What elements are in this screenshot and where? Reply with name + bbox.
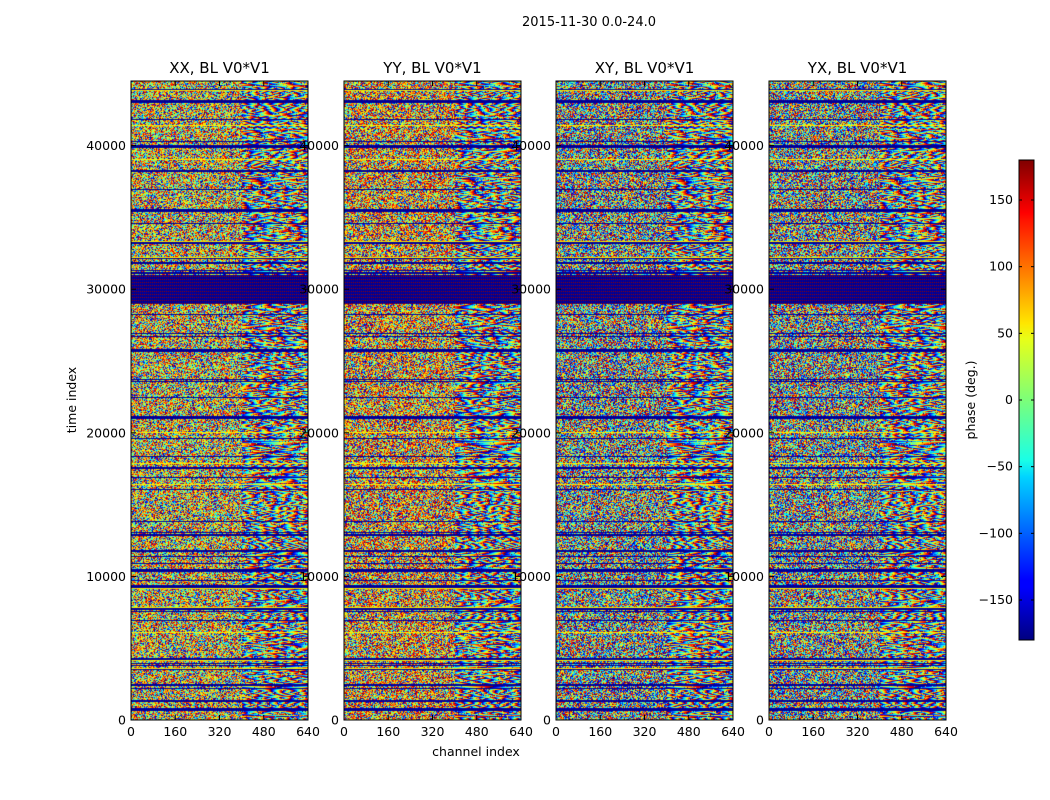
colorbar-tick-label: −100 <box>979 525 1013 540</box>
colorbar-tick-label: −150 <box>979 592 1013 607</box>
phase-heatmap-yy <box>344 81 521 720</box>
y-axis-ticks: 0 10000 20000 30000 40000 <box>86 138 308 728</box>
x-tick-label: 160 <box>376 724 400 739</box>
y-tick-label: 20000 <box>511 425 551 440</box>
y-axis-label: time index <box>64 367 79 433</box>
y-tick-label: 20000 <box>299 425 339 440</box>
colorbar-ticks: 150 100 50 0 −50 −100 −150 <box>979 192 1034 607</box>
y-tick-label: 20000 <box>724 425 764 440</box>
y-axis-ticks: 0 10000 20000 30000 40000 <box>511 138 733 728</box>
y-axis-ticks: 0 10000 20000 30000 40000 <box>724 138 946 728</box>
panel-title: XY, BL V0*V1 <box>595 59 695 77</box>
panel-title: YY, BL V0*V1 <box>382 59 481 77</box>
x-tick-label: 0 <box>552 724 560 739</box>
x-axis-ticks: 0 160 320 480 640 <box>127 81 320 739</box>
panel-yx: YX, BL V0*V1 0 160 320 480 640 0 10000 20000 30… <box>724 59 958 739</box>
x-tick-label: 640 <box>296 724 320 739</box>
x-tick-label: 640 <box>934 724 958 739</box>
figure-title: 2015-11-30 0.0-24.0 <box>522 15 656 30</box>
x-axis-ticks: 0 160 320 480 640 <box>765 81 958 739</box>
y-tick-label: 0 <box>331 713 339 728</box>
colorbar-tick-label: −50 <box>987 459 1013 474</box>
x-tick-label: 480 <box>252 724 276 739</box>
x-tick-label: 480 <box>890 724 914 739</box>
panel-yy: YY, BL V0*V1 0 160 320 480 640 0 10000 20000 30… <box>299 59 533 739</box>
y-tick-label: 10000 <box>299 569 339 584</box>
y-tick-label: 0 <box>543 713 551 728</box>
x-tick-label: 0 <box>340 724 348 739</box>
x-tick-label: 320 <box>633 724 657 739</box>
x-tick-label: 160 <box>801 724 825 739</box>
y-tick-label: 40000 <box>724 138 764 153</box>
y-tick-label: 0 <box>756 713 764 728</box>
colorbar-label: phase (deg.) <box>963 361 978 440</box>
phase-heatmap-yx <box>769 81 946 720</box>
panel-title: YX, BL V0*V1 <box>807 59 908 77</box>
y-tick-label: 40000 <box>86 138 126 153</box>
x-tick-label: 320 <box>208 724 232 739</box>
x-axis-ticks: 0 160 320 480 640 <box>552 81 745 739</box>
colorbar-tick-label: 0 <box>1005 392 1013 407</box>
y-tick-label: 30000 <box>86 282 126 297</box>
y-tick-label: 10000 <box>724 569 764 584</box>
colorbar-tick-label: 100 <box>989 259 1013 274</box>
x-tick-label: 160 <box>163 724 187 739</box>
x-tick-label: 480 <box>677 724 701 739</box>
x-tick-label: 480 <box>465 724 489 739</box>
panel-title: XX, BL V0*V1 <box>169 59 270 77</box>
x-tick-label: 160 <box>588 724 612 739</box>
x-axis-ticks: 0 160 320 480 640 <box>340 81 533 739</box>
colorbar: 150 100 50 0 −50 −100 −150 phase (deg.) <box>963 159 1035 641</box>
y-tick-label: 20000 <box>86 425 126 440</box>
x-tick-label: 320 <box>846 724 870 739</box>
y-tick-label: 0 <box>118 713 126 728</box>
y-tick-label: 40000 <box>511 138 551 153</box>
x-tick-label: 0 <box>127 724 135 739</box>
y-tick-label: 40000 <box>299 138 339 153</box>
x-tick-label: 320 <box>421 724 445 739</box>
x-tick-label: 0 <box>765 724 773 739</box>
y-tick-label: 30000 <box>511 282 551 297</box>
y-tick-label: 10000 <box>86 569 126 584</box>
panel-xx: XX, BL V0*V1 0 160 320 480 640 0 10000 20000 30… <box>86 59 320 739</box>
colorbar-tick-label: 150 <box>989 192 1013 207</box>
y-tick-label: 30000 <box>724 282 764 297</box>
y-axis-ticks: 0 10000 20000 30000 40000 <box>299 138 521 728</box>
x-tick-label: 640 <box>721 724 745 739</box>
colorbar-tick-label: 50 <box>997 325 1013 340</box>
phase-heatmap-xx <box>131 81 308 720</box>
y-tick-label: 30000 <box>299 282 339 297</box>
phase-heatmap-xy <box>556 81 733 720</box>
y-tick-label: 10000 <box>511 569 551 584</box>
x-axis-label: channel index <box>432 744 520 759</box>
x-tick-label: 640 <box>509 724 533 739</box>
panel-xy: XY, BL V0*V1 0 160 320 480 640 0 10000 20000 30… <box>511 59 745 739</box>
